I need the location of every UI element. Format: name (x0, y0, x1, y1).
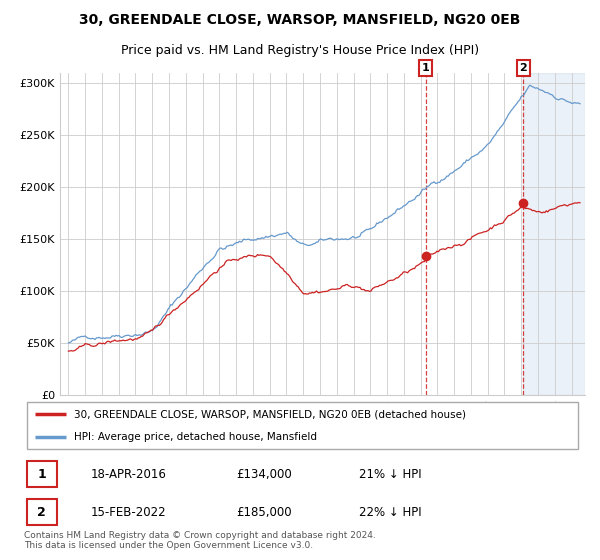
Text: £185,000: £185,000 (236, 506, 292, 519)
Text: 30, GREENDALE CLOSE, WARSOP, MANSFIELD, NG20 0EB: 30, GREENDALE CLOSE, WARSOP, MANSFIELD, … (79, 13, 521, 27)
Text: Price paid vs. HM Land Registry's House Price Index (HPI): Price paid vs. HM Land Registry's House … (121, 44, 479, 57)
Text: £134,000: £134,000 (236, 468, 292, 481)
Text: 21% ↓ HPI: 21% ↓ HPI (359, 468, 421, 481)
Text: 22% ↓ HPI: 22% ↓ HPI (359, 506, 421, 519)
Text: 2: 2 (520, 63, 527, 73)
Text: 18-APR-2016: 18-APR-2016 (91, 468, 167, 481)
FancyBboxPatch shape (27, 403, 578, 449)
Text: 1: 1 (422, 63, 430, 73)
Text: 15-FEB-2022: 15-FEB-2022 (91, 506, 167, 519)
Text: 1: 1 (37, 468, 46, 481)
Text: HPI: Average price, detached house, Mansfield: HPI: Average price, detached house, Mans… (74, 432, 317, 442)
FancyBboxPatch shape (27, 461, 58, 487)
Bar (523, 73, 585, 395)
Text: 30, GREENDALE CLOSE, WARSOP, MANSFIELD, NG20 0EB (detached house): 30, GREENDALE CLOSE, WARSOP, MANSFIELD, … (74, 409, 466, 419)
Text: Contains HM Land Registry data © Crown copyright and database right 2024.
This d: Contains HM Land Registry data © Crown c… (24, 531, 376, 550)
Text: 2: 2 (37, 506, 46, 519)
FancyBboxPatch shape (27, 499, 58, 525)
